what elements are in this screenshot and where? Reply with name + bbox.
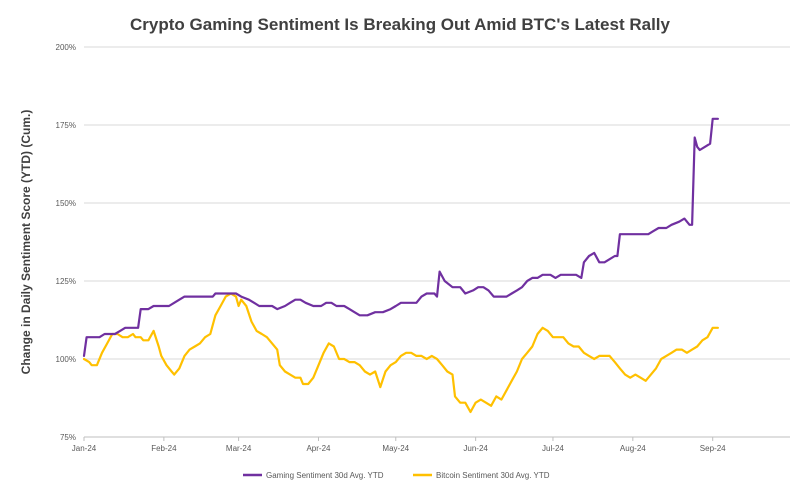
x-tick-label: Jun-24 bbox=[463, 444, 488, 453]
x-tick-label: Mar-24 bbox=[226, 444, 252, 453]
series-line-gaming bbox=[82, 117, 719, 357]
y-tick-label: 100% bbox=[56, 355, 76, 364]
chart-title: Crypto Gaming Sentiment Is Breaking Out … bbox=[130, 15, 670, 34]
legend: Gaming Sentiment 30d Avg. YTD Bitcoin Se… bbox=[243, 471, 550, 480]
y-axis-label: Change in Daily Sentiment Score (YTD) (C… bbox=[19, 110, 33, 375]
y-tick-label: 175% bbox=[56, 121, 76, 130]
grid-lines bbox=[84, 46, 790, 438]
series-lines bbox=[82, 117, 719, 414]
series-line-bitcoin bbox=[82, 292, 719, 414]
y-tick-label: 200% bbox=[56, 43, 76, 52]
x-tick-label: Feb-24 bbox=[151, 444, 177, 453]
y-tick-label: 150% bbox=[56, 199, 76, 208]
x-tick-label: Apr-24 bbox=[306, 444, 331, 453]
x-tick-label: Aug-24 bbox=[620, 444, 646, 453]
legend-label-gaming: Gaming Sentiment 30d Avg. YTD bbox=[266, 471, 384, 480]
legend-label-bitcoin: Bitcoin Sentiment 30d Avg. YTD bbox=[436, 471, 550, 480]
x-tick-label: Sep-24 bbox=[700, 444, 726, 453]
y-tick-label: 125% bbox=[56, 277, 76, 286]
x-tick-label: Jul-24 bbox=[542, 444, 564, 453]
x-axis-ticks: Jan-24 Feb-24 Mar-24 Apr-24 May-24 Jun-24 Jul-… bbox=[72, 437, 726, 453]
y-tick-label: 75% bbox=[60, 433, 76, 442]
x-tick-label: May-24 bbox=[382, 444, 409, 453]
x-tick-label: Jan-24 bbox=[72, 444, 97, 453]
y-axis-ticks: 75% 100% 125% 150% 175% 200% bbox=[56, 43, 76, 442]
